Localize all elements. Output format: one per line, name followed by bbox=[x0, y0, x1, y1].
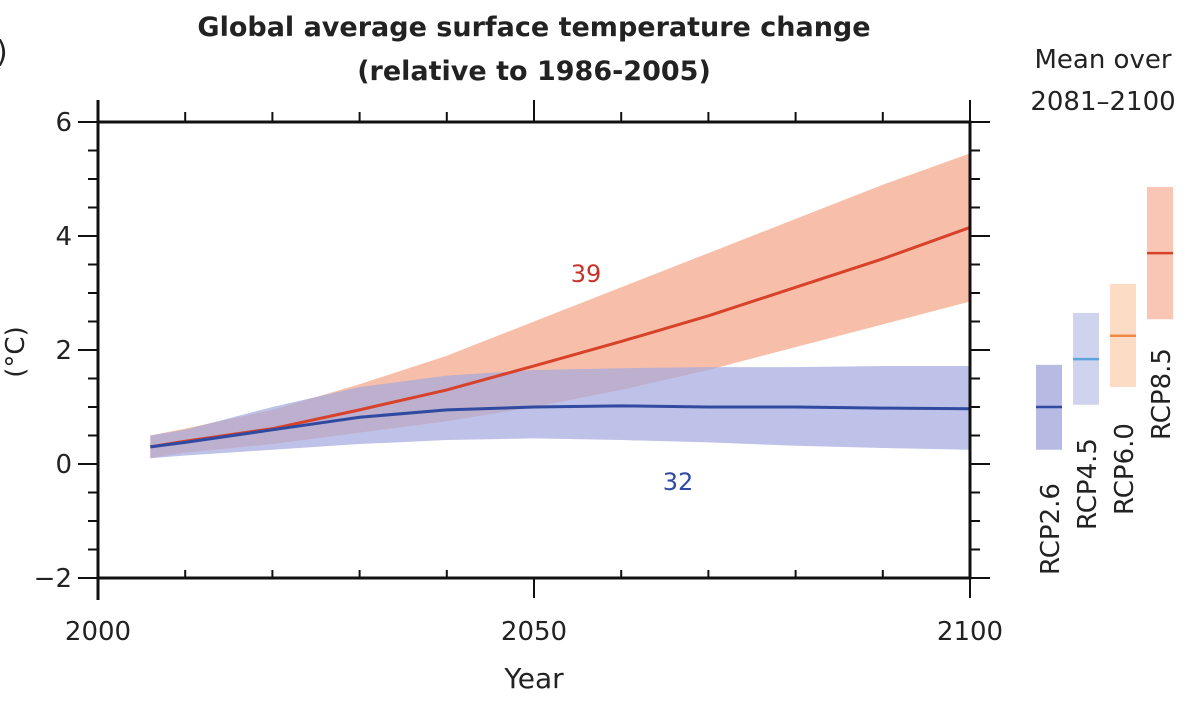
x-axis-label: Year bbox=[503, 662, 564, 695]
count-label-rcp85: 39 bbox=[571, 260, 602, 288]
y-tick-label: 6 bbox=[55, 108, 72, 138]
chart-title: Global average surface temperature chang… bbox=[197, 12, 870, 43]
side-panel-title-1: Mean over bbox=[1034, 45, 1171, 75]
y-tick-label: 2 bbox=[55, 336, 72, 366]
x-tick-label: 2000 bbox=[65, 617, 131, 647]
y-tick-label: −2 bbox=[34, 564, 72, 594]
uncertainty-band-rcp26 bbox=[150, 365, 970, 459]
scenario-label-rcp60: RCP6.0 bbox=[1110, 423, 1140, 515]
count-label-rcp26: 32 bbox=[663, 468, 694, 496]
y-tick-label: 0 bbox=[55, 450, 72, 480]
scenario-label-rcp85: RCP8.5 bbox=[1147, 348, 1177, 440]
scenario-label-rcp26: RCP2.6 bbox=[1036, 483, 1066, 575]
scenario-label-rcp45: RCP4.5 bbox=[1073, 438, 1103, 530]
x-tick-label: 2050 bbox=[501, 617, 567, 647]
panel-label: ) bbox=[0, 35, 8, 70]
x-tick-label: 2100 bbox=[937, 617, 1003, 647]
y-tick-label: 4 bbox=[55, 222, 72, 252]
side-panel-title-2: 2081–2100 bbox=[1030, 87, 1175, 117]
mean-line-rcp26 bbox=[150, 404, 971, 449]
chart-subtitle: (relative to 1986-2005) bbox=[357, 56, 711, 87]
y-axis-label: (°C) bbox=[1, 326, 31, 377]
